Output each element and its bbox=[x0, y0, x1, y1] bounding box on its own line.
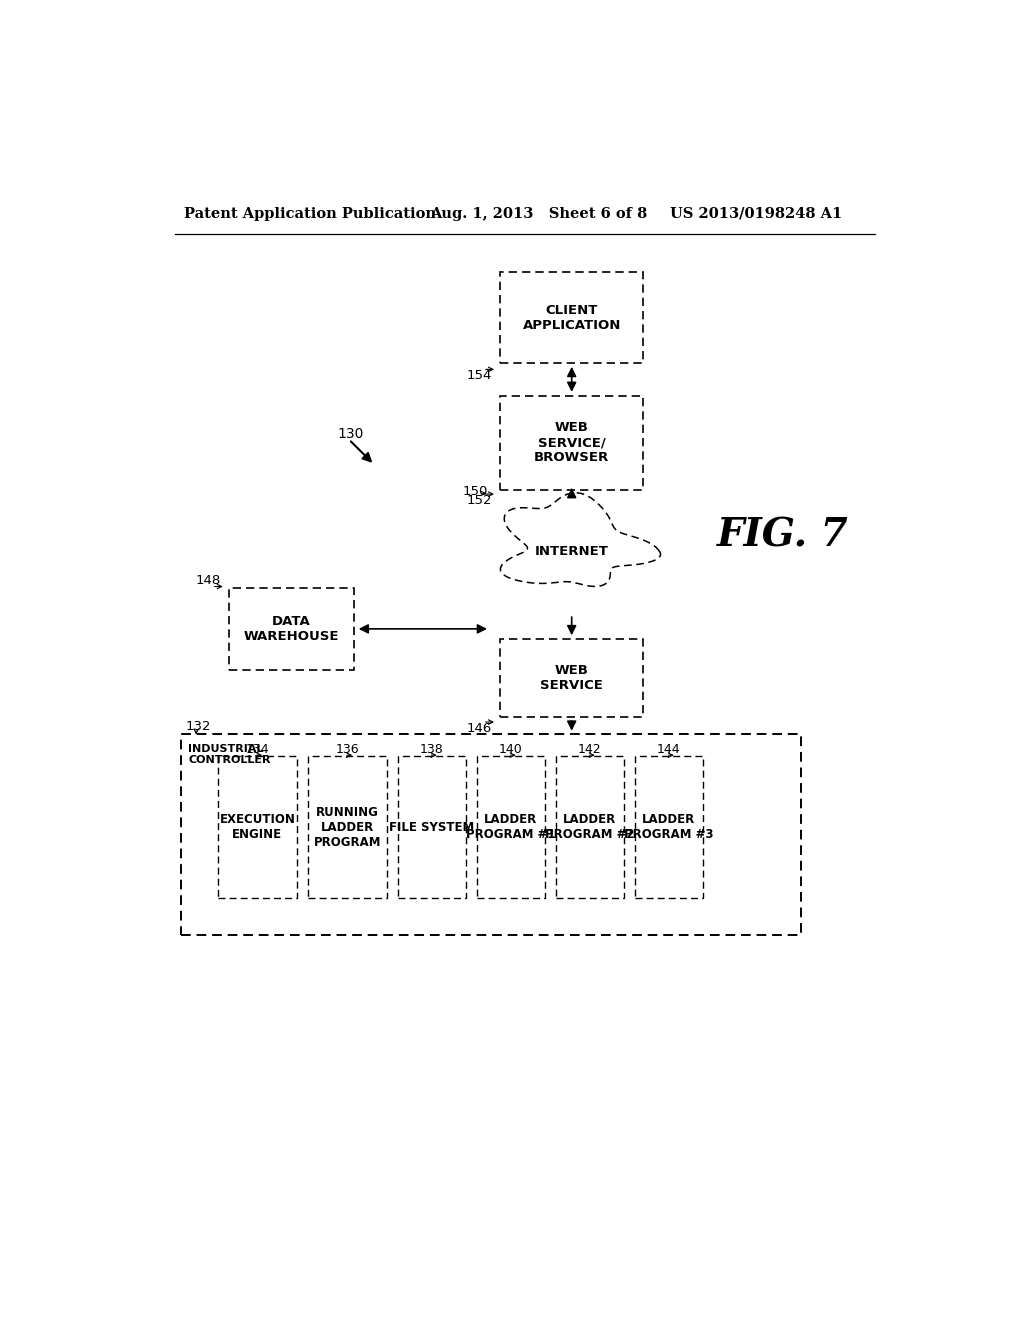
Bar bbox=[180, 734, 801, 935]
Bar bbox=[556, 756, 624, 899]
Text: 150: 150 bbox=[462, 484, 487, 498]
Text: WEB
SERVICE/
BROWSER: WEB SERVICE/ BROWSER bbox=[535, 421, 609, 465]
Text: 132: 132 bbox=[185, 721, 211, 733]
Text: 154: 154 bbox=[467, 370, 493, 381]
Text: 134: 134 bbox=[246, 743, 269, 756]
Text: 142: 142 bbox=[579, 743, 602, 756]
Text: INDUSTRIAL
CONTROLLER: INDUSTRIAL CONTROLLER bbox=[188, 743, 271, 766]
Text: DATA
WAREHOUSE: DATA WAREHOUSE bbox=[244, 615, 339, 643]
Text: 148: 148 bbox=[196, 574, 221, 587]
Bar bbox=[500, 396, 643, 490]
Text: US 2013/0198248 A1: US 2013/0198248 A1 bbox=[671, 207, 843, 220]
Text: FILE SYSTEM: FILE SYSTEM bbox=[389, 821, 474, 834]
Text: Aug. 1, 2013   Sheet 6 of 8: Aug. 1, 2013 Sheet 6 of 8 bbox=[430, 207, 647, 220]
Text: 136: 136 bbox=[336, 743, 359, 756]
Bar bbox=[308, 756, 387, 899]
Text: LADDER
PROGRAM #2: LADDER PROGRAM #2 bbox=[545, 813, 635, 841]
Bar bbox=[228, 589, 354, 669]
Text: WEB
SERVICE: WEB SERVICE bbox=[541, 664, 603, 692]
Bar bbox=[218, 756, 297, 899]
Bar bbox=[397, 756, 466, 899]
Text: 146: 146 bbox=[467, 722, 493, 735]
Text: Patent Application Publication: Patent Application Publication bbox=[183, 207, 436, 220]
Text: LADDER
PROGRAM #3: LADDER PROGRAM #3 bbox=[625, 813, 714, 841]
Text: INTERNET: INTERNET bbox=[535, 545, 608, 557]
Text: 152: 152 bbox=[467, 494, 493, 507]
Text: LADDER
PROGRAM #1: LADDER PROGRAM #1 bbox=[466, 813, 556, 841]
Bar bbox=[477, 756, 545, 899]
Text: 140: 140 bbox=[499, 743, 522, 756]
Text: 130: 130 bbox=[337, 428, 364, 441]
Text: 144: 144 bbox=[657, 743, 681, 756]
Text: RUNNING
LADDER
PROGRAM: RUNNING LADDER PROGRAM bbox=[313, 805, 381, 849]
Bar bbox=[500, 272, 643, 363]
Text: CLIENT
APPLICATION: CLIENT APPLICATION bbox=[522, 304, 621, 331]
Text: EXECUTION
ENGINE: EXECUTION ENGINE bbox=[219, 813, 295, 841]
Bar bbox=[635, 756, 703, 899]
Text: 138: 138 bbox=[420, 743, 443, 756]
Bar bbox=[500, 639, 643, 718]
Text: FIG. 7: FIG. 7 bbox=[717, 516, 849, 554]
